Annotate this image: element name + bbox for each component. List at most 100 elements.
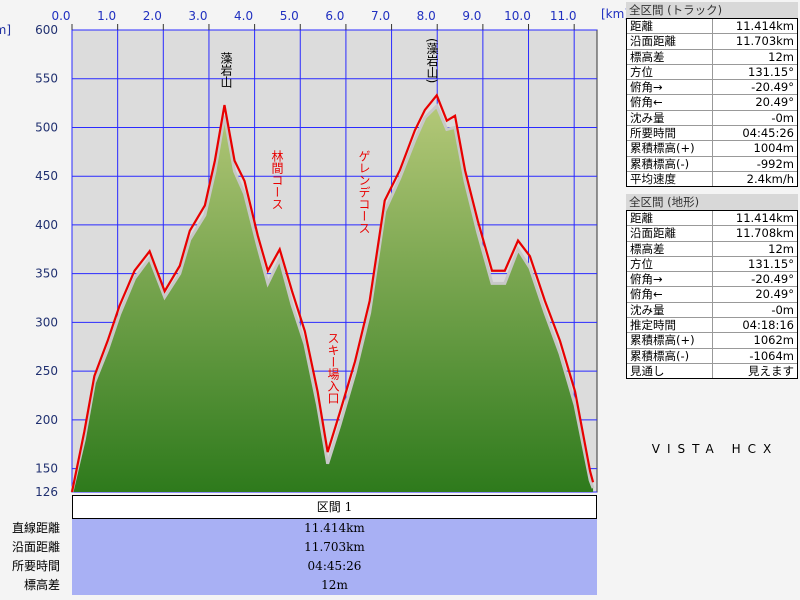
info-value: 131.15° [748, 256, 794, 271]
section-label: 沿面距離 [11, 540, 60, 554]
y-tick-label: 500 [35, 120, 58, 134]
info-value: 1004m [753, 141, 794, 156]
terrain-area [72, 106, 594, 492]
info-value: 04:45:26 [742, 126, 794, 141]
info-value: -0m [771, 110, 794, 125]
info-label: 俯角→ [627, 80, 713, 95]
info-row: 標高差 12m [627, 49, 797, 65]
info-row: 俯角→ -20.49° [627, 80, 797, 96]
section-value: 04:45:26 [72, 557, 597, 576]
info-panel: 全区間 (トラック) 距離 11.414km 沿面距離 11.703km 標高差 12m 方位… [626, 2, 798, 188]
info-label: 俯角← [627, 95, 713, 110]
info-row: 推定時間 04:18:16 [627, 318, 797, 334]
x-tick-label: 11.0 [550, 9, 577, 23]
info-label: 沈み量 [627, 110, 713, 126]
y-tick-label: 300 [35, 315, 58, 329]
info-row: 平均速度 2.4km/h [627, 171, 797, 187]
y-unit: [m] [0, 23, 11, 37]
info-label: 方位 [627, 256, 713, 272]
info-value: 11.703km [735, 34, 794, 49]
x-tick-label: 9.0 [462, 9, 481, 23]
annotation: (藻岩山) [425, 38, 439, 83]
info-value: -20.49° [751, 80, 794, 95]
x-tick-label: 1.0 [97, 9, 116, 23]
info-row: 標高差 12m [627, 241, 797, 257]
info-row: 沈み量 -0m [627, 110, 797, 127]
info-value: 2.4km/h [746, 171, 794, 186]
annotation: ゲレンデコース [357, 150, 371, 234]
x-unit: [km] [601, 7, 629, 21]
info-row: 累積標高(-) -1064m [627, 348, 797, 364]
info-row: 累積標高(+) 1004m [627, 141, 797, 157]
info-label: 距離 [627, 19, 713, 34]
section-title: 区間 1 [72, 495, 597, 519]
info-label: 累積標高(-) [627, 156, 713, 171]
info-value: -20.49° [751, 272, 794, 287]
section-label: 直線距離 [11, 521, 60, 535]
y-tick-label: 400 [35, 218, 58, 232]
info-label: 推定時間 [627, 318, 713, 333]
info-label: 累積標高(+) [627, 141, 713, 156]
info-value: 20.49° [755, 95, 794, 110]
info-row: 俯角← 20.49° [627, 287, 797, 303]
info-row: 俯角→ -20.49° [627, 272, 797, 288]
info-label: 累積標高(-) [627, 348, 713, 363]
info-label: 沈み量 [627, 302, 713, 318]
info-row: 距離 11.414km [627, 19, 797, 35]
info-value: 1062m [753, 333, 794, 348]
info-label: 俯角→ [627, 272, 713, 287]
info-label: 所要時間 [627, 126, 713, 141]
annotation: 藻岩山 [219, 52, 233, 88]
info-row: 沿面距離 11.703km [627, 34, 797, 50]
info-label: 沿面距離 [627, 226, 713, 241]
x-tick-label: 6.0 [325, 9, 344, 23]
x-tick-label: 3.0 [188, 9, 207, 23]
info-value: 11.414km [735, 19, 794, 33]
y-tick-label: 600 [35, 23, 58, 37]
x-tick-label: 0.0 [51, 9, 70, 23]
info-row: 累積標高(+) 1062m [627, 333, 797, 349]
info-label: 方位 [627, 64, 713, 80]
info-row: 沈み量 -0m [627, 302, 797, 319]
terrain-line [70, 103, 595, 493]
y-tick-label: 150 [35, 462, 58, 476]
info-label: 標高差 [627, 241, 713, 256]
x-tick-label: 2.0 [143, 9, 162, 23]
info-value: 12m [768, 241, 794, 256]
info-row: 方位 131.15° [627, 256, 797, 273]
y-tick-label: 250 [35, 364, 58, 378]
info-row: 累積標高(-) -992m [627, 156, 797, 172]
x-tick-label: 7.0 [371, 9, 390, 23]
y-tick-label: 450 [35, 169, 58, 183]
y-tick-label: 200 [35, 413, 58, 427]
section-label: 所要時間 [11, 559, 60, 573]
y-tick-label: 550 [35, 72, 58, 86]
info-value: 見えます [748, 363, 794, 378]
x-tick-label: 10.0 [504, 9, 531, 23]
info-label: 距離 [627, 211, 713, 226]
panel-title: 全区間 (トラック) [626, 2, 798, 18]
info-label: 平均速度 [627, 171, 713, 187]
track-line [70, 93, 595, 493]
annotation: スキー場入口 [326, 332, 340, 404]
info-label: 俯角← [627, 287, 713, 302]
info-value: -992m [756, 156, 794, 171]
info-row: 見通し 見えます [627, 363, 797, 379]
section-value: 11.414km [72, 519, 597, 538]
info-label: 標高差 [627, 49, 713, 64]
info-value: 12m [768, 49, 794, 64]
info-value: 04:18:16 [742, 318, 794, 333]
y-tick-label: 126 [35, 485, 58, 499]
section-value: 11.703km [72, 538, 597, 557]
brand: VISTA HCX [651, 442, 779, 456]
info-row: 沿面距離 11.708km [627, 226, 797, 242]
info-row: 所要時間 04:45:26 [627, 126, 797, 142]
info-row: 俯角← 20.49° [627, 95, 797, 111]
info-label: 累積標高(+) [627, 333, 713, 348]
info-table: 距離 11.414km 沿面距離 11.703km 標高差 12m 方位 131.15° 俯角→… [626, 18, 798, 188]
section-value: 12m [72, 576, 597, 595]
info-row: 距離 11.414km [627, 211, 797, 227]
y-tick-label: 350 [35, 267, 58, 281]
